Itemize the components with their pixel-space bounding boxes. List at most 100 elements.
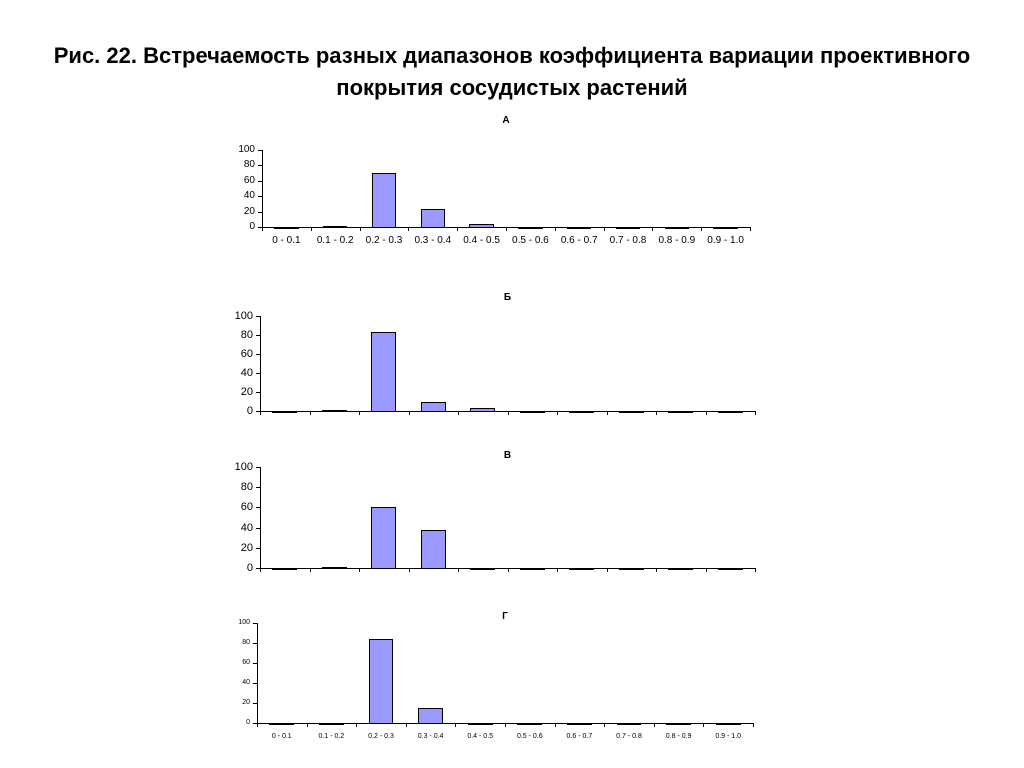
bar	[717, 568, 743, 570]
bar	[420, 209, 445, 228]
y-tick-label: 0	[246, 719, 250, 726]
x-separator	[455, 723, 457, 727]
bar	[272, 411, 298, 413]
x-tick-label: 0 - 0.1	[271, 733, 292, 740]
y-tick-label: 40	[243, 190, 255, 202]
x-separator	[705, 411, 707, 415]
x-tick-label: 0.3 - 0.4	[417, 733, 444, 740]
bar	[668, 411, 694, 413]
bar	[519, 411, 545, 413]
x-separator	[703, 723, 705, 727]
bar	[269, 723, 295, 725]
bar	[668, 568, 694, 570]
y-tick-label: 20	[242, 699, 250, 706]
bar	[467, 723, 493, 725]
x-separator	[458, 411, 459, 415]
x-separator	[507, 411, 509, 415]
x-separator	[405, 723, 407, 727]
y-tick-label: 100	[234, 310, 253, 322]
y-tick	[256, 354, 260, 355]
x-separator	[604, 723, 606, 727]
x-separator	[506, 227, 507, 231]
y-tick-label: 40	[240, 367, 253, 379]
y-tick-label: 100	[234, 461, 253, 473]
x-separator	[554, 227, 556, 231]
y-tick-label: 60	[240, 348, 253, 360]
bar	[519, 568, 545, 570]
x-separator	[755, 411, 756, 415]
x-separator	[656, 411, 657, 415]
x-tick-label: 0.3 - 0.4	[414, 235, 452, 246]
y-tick-label: 0	[246, 562, 253, 574]
x-separator	[753, 723, 754, 727]
x-separator	[408, 411, 410, 415]
x-separator	[507, 568, 509, 572]
bar	[567, 723, 592, 725]
y-tick	[258, 211, 262, 213]
y-tick-label: 60	[243, 174, 255, 186]
bar	[323, 226, 348, 229]
x-separator	[457, 227, 459, 231]
x-tick-label: 0.9 - 1.0	[707, 235, 744, 246]
bar	[717, 411, 743, 413]
y-tick	[256, 568, 260, 569]
x-separator	[257, 723, 258, 727]
y-tick-label: 60	[240, 501, 253, 514]
bar	[664, 227, 689, 229]
y-tick-label: 80	[240, 329, 253, 341]
y-tick	[258, 180, 262, 182]
bar	[274, 227, 299, 229]
bar	[666, 723, 691, 725]
bar	[469, 223, 494, 228]
x-tick-label: 0.4 - 0.5	[463, 235, 500, 246]
y-tick	[253, 663, 257, 664]
bar	[371, 173, 397, 228]
y-tick	[258, 150, 262, 151]
y-tick	[258, 196, 262, 198]
bar	[420, 529, 446, 569]
x-separator	[505, 723, 506, 727]
y-tick	[256, 467, 260, 468]
y-tick	[258, 227, 262, 228]
y-tick	[256, 392, 260, 393]
y-axis	[262, 150, 263, 227]
x-tick-label: 0.1 - 0.2	[318, 733, 345, 740]
y-tick	[253, 623, 257, 624]
x-tick-label: 0.1 - 0.2	[316, 235, 354, 246]
x-separator	[701, 227, 703, 231]
x-separator	[310, 227, 312, 231]
x-separator	[262, 227, 263, 231]
bar	[616, 723, 642, 725]
y-tick-label: 40	[240, 521, 253, 534]
bar	[371, 507, 397, 569]
y-axis	[260, 467, 261, 568]
chart-title: Б	[503, 292, 512, 303]
y-tick	[256, 507, 260, 509]
x-separator	[458, 568, 459, 572]
y-tick-label: 40	[242, 679, 250, 686]
bar	[470, 408, 496, 412]
x-separator	[606, 568, 608, 572]
y-tick	[253, 683, 257, 684]
x-tick-label: 0.2 - 0.3	[365, 235, 403, 246]
bar	[470, 568, 496, 570]
y-axis	[257, 623, 258, 723]
y-tick-label: 0	[249, 221, 255, 232]
bar	[518, 227, 543, 229]
x-tick-label: 0.8 - 0.9	[665, 733, 692, 740]
bar	[567, 227, 592, 229]
chart-title: В	[503, 450, 512, 461]
slide-title: Рис. 22. Встречаемость разных диапазонов…	[53, 43, 971, 100]
bar	[319, 723, 344, 725]
x-tick-label: 0.6 - 0.7	[566, 733, 593, 740]
x-separator	[603, 227, 605, 231]
y-tick-label: 20	[240, 386, 253, 398]
x-separator	[359, 227, 361, 231]
y-tick	[256, 373, 260, 374]
y-tick-label: 60	[242, 659, 250, 666]
x-separator	[705, 568, 707, 572]
x-separator	[356, 723, 358, 727]
x-separator	[359, 411, 360, 415]
x-separator	[755, 568, 756, 572]
x-separator	[750, 227, 751, 231]
